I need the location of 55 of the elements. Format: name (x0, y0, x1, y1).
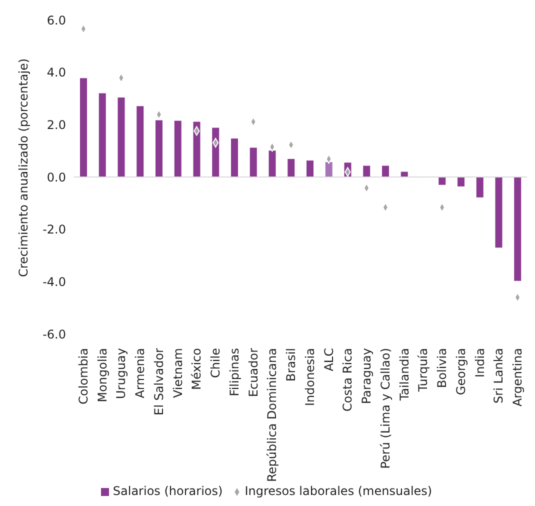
y-tick-label: -4.0 (42, 274, 66, 289)
bar (250, 148, 257, 177)
x-tick-label: Ecuador (246, 348, 260, 398)
y-tick-label: -2.0 (42, 222, 66, 237)
x-tick-label: Paraguay (360, 348, 374, 404)
bar (458, 177, 464, 186)
x-tick-label: El Salvador (152, 348, 166, 416)
x-tick-label: Sri Lanka (492, 348, 506, 404)
y-tick-label: 6.0 (46, 13, 66, 28)
x-tick-label: Filipinas (227, 348, 242, 396)
bar (268, 150, 276, 177)
legend-label: Salarios (horarios) (112, 484, 223, 498)
bar (382, 166, 389, 177)
x-tick-label: Chile (208, 348, 223, 378)
bar (136, 106, 144, 177)
x-tick-label: Turquía (416, 348, 430, 393)
bar (495, 177, 502, 248)
bar (288, 158, 295, 177)
x-tick-label: Vietnam (170, 348, 185, 398)
bar (174, 120, 182, 177)
y-tick-label: -6.0 (42, 327, 66, 342)
x-tick-label: Indonesia (302, 348, 317, 406)
y-tick-label: 0.0 (46, 170, 66, 184)
y-tick-label: 4.0 (46, 66, 66, 80)
bar (193, 122, 200, 177)
x-tick-label: Mongolia (95, 348, 110, 402)
x-tick-label: Costa Rica (340, 348, 355, 412)
bar (476, 177, 484, 198)
bar (212, 128, 220, 177)
legend-label: Ingresos laborales (mensuales) (244, 484, 432, 498)
bar (156, 120, 162, 177)
bar (231, 138, 238, 177)
x-tick-label: México (190, 348, 204, 390)
x-tick-label: Georgia (454, 348, 468, 396)
bar (306, 160, 314, 177)
bar (363, 166, 370, 177)
x-tick-label: Brasil (284, 348, 298, 382)
bar (514, 177, 522, 281)
x-tick-label: Armenia (133, 348, 148, 398)
x-tick-label: India (472, 348, 487, 378)
bar (118, 97, 125, 177)
x-tick-label: Colombia (76, 348, 90, 404)
x-tick-label: Tailandia (397, 348, 412, 402)
x-tick-label: República Dominicana (265, 348, 280, 482)
bar (98, 93, 106, 177)
x-tick-label: Uruguay (114, 348, 128, 399)
x-tick-label: Bolivia (435, 348, 450, 388)
y-tick-label: 2.0 (46, 118, 66, 132)
y-axis-title: Crecimiento anualizado (porcentaje) (16, 58, 30, 277)
x-tick-label: Argentina (510, 348, 525, 407)
x-tick-label: Perú (Lima y Callao) (378, 348, 392, 469)
x-tick-label: ALC (322, 348, 336, 372)
bar (438, 177, 446, 185)
bar (80, 78, 87, 177)
bar (325, 162, 332, 177)
